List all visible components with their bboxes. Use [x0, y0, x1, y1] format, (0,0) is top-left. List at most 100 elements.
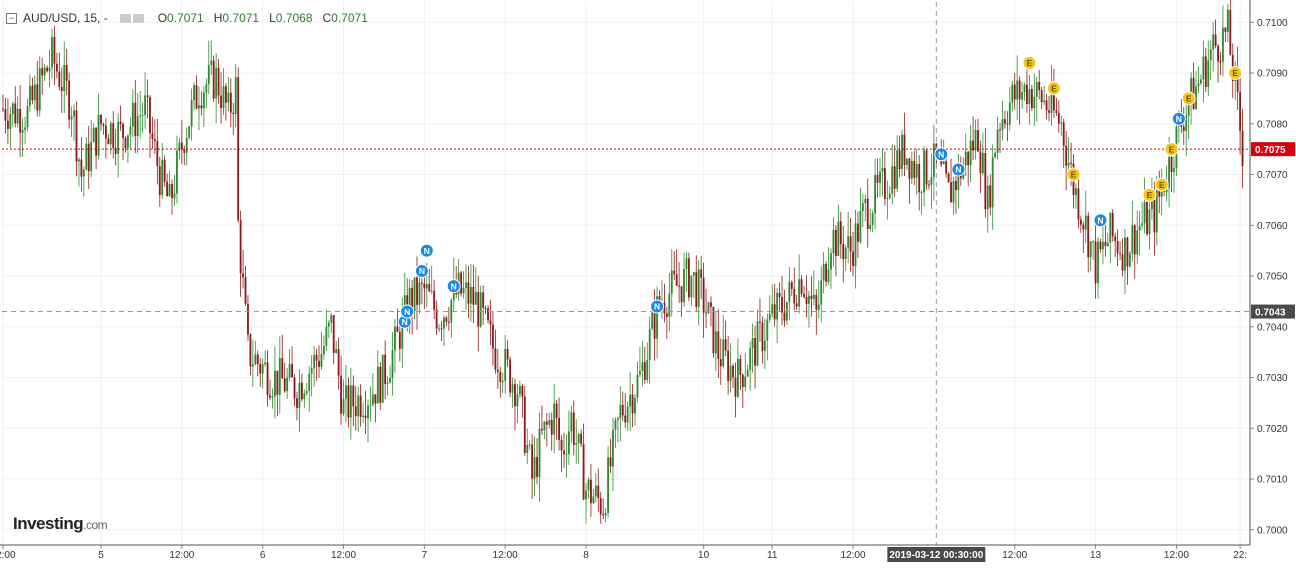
candle-body: [506, 349, 509, 360]
news-marker[interactable]: N: [934, 147, 949, 162]
candle-body: [1101, 241, 1104, 250]
earnings-marker[interactable]: E: [1228, 66, 1243, 81]
earnings-marker[interactable]: E: [1142, 187, 1157, 202]
candle-body: [78, 159, 80, 162]
current-price-box: [1251, 142, 1295, 157]
candle-body: [565, 454, 568, 456]
candle-body: [788, 282, 791, 303]
news-marker[interactable]: N: [1093, 213, 1108, 228]
settings-icon[interactable]: [132, 13, 144, 23]
candle-body: [861, 202, 864, 211]
news-marker-circle: [446, 279, 461, 294]
candle-body: [972, 140, 975, 151]
candle-body: [484, 307, 487, 309]
y-tick-label: 0.7000: [1257, 525, 1288, 536]
candle-body: [1011, 84, 1014, 103]
candle-body: [278, 357, 281, 395]
candle-body: [112, 123, 115, 148]
candle-body: [1008, 102, 1011, 125]
candle-body: [1040, 90, 1043, 103]
news-marker[interactable]: N: [650, 299, 665, 314]
candle-body: [783, 312, 786, 321]
news-marker[interactable]: N: [1171, 111, 1186, 126]
earnings-marker[interactable]: E: [1022, 55, 1037, 70]
candle-body: [315, 354, 318, 361]
candle-body: [1001, 119, 1004, 131]
candle-body: [46, 67, 49, 72]
candle-body: [687, 258, 690, 298]
candle-body: [842, 243, 845, 260]
candle-body: [646, 360, 649, 381]
candle-body: [156, 141, 159, 167]
candle-body: [65, 64, 68, 81]
candle-body: [371, 394, 374, 405]
symbol-label: AUD/USD, 15, -: [23, 11, 108, 25]
candle-body: [908, 158, 911, 179]
candle-body: [337, 348, 340, 376]
candle-body: [9, 114, 12, 129]
candle-body: [572, 412, 575, 445]
candle-body: [739, 358, 742, 375]
candle-body: [492, 324, 494, 349]
earnings-marker[interactable]: E: [1154, 177, 1169, 192]
candle-body: [413, 277, 416, 312]
news-marker[interactable]: N: [400, 304, 415, 319]
earnings-marker-circle: [1142, 187, 1157, 202]
candle-body: [11, 103, 14, 115]
candle-body: [1165, 187, 1168, 192]
candle-body: [134, 102, 137, 137]
candle-body: [521, 385, 524, 397]
news-marker[interactable]: N: [419, 243, 434, 258]
x-tick-label: 11: [767, 550, 778, 561]
candle-body: [1146, 202, 1148, 235]
candle-body: [805, 296, 808, 304]
candle-body: [580, 433, 583, 444]
candle-body: [957, 165, 960, 191]
candle-body: [626, 406, 629, 423]
news-marker[interactable]: N: [414, 263, 429, 278]
earnings-marker[interactable]: E: [1066, 167, 1081, 182]
candle-body: [1241, 130, 1244, 167]
news-marker[interactable]: N: [951, 162, 966, 177]
candle-body: [33, 84, 36, 101]
candle-body: [621, 404, 624, 416]
candle-body: [1160, 188, 1163, 197]
candle-body: [1030, 88, 1033, 109]
news-marker[interactable]: N: [446, 279, 461, 294]
x-tick-label: 12:00: [493, 550, 518, 561]
candle-body: [447, 321, 450, 323]
earnings-marker[interactable]: E: [1046, 81, 1061, 96]
candle-body: [149, 97, 151, 134]
news-marker-circle: [650, 299, 665, 314]
news-marker-circle: [1171, 111, 1186, 126]
candle-body: [1224, 27, 1227, 32]
candle-body: [658, 296, 661, 304]
candle-body: [536, 456, 538, 478]
candle-body: [656, 296, 658, 339]
candle-body: [131, 102, 134, 127]
candle-body: [903, 134, 906, 166]
candle-body: [102, 124, 105, 126]
candle-body: [202, 92, 205, 109]
candle-body: [1212, 34, 1215, 50]
candle-body: [335, 348, 338, 353]
candle-body: [1016, 80, 1019, 100]
earnings-marker[interactable]: E: [1164, 142, 1179, 157]
candle-body: [401, 312, 404, 349]
crosshair-time-text: 2019-03-12 00:30:00: [889, 550, 983, 561]
candle-body: [947, 173, 950, 183]
current-price-text: 0.7075: [1255, 145, 1286, 156]
candle-body: [58, 71, 61, 87]
candle-body: [320, 353, 323, 367]
candle-body: [808, 295, 810, 304]
candle-body: [663, 302, 666, 314]
candle-body: [462, 287, 465, 294]
collapse-legend-icon[interactable]: −: [6, 12, 17, 24]
eye-icon[interactable]: [119, 13, 131, 23]
candle-body: [509, 359, 512, 393]
candle-body: [597, 485, 600, 499]
candle-body: [298, 382, 301, 408]
earnings-marker[interactable]: E: [1181, 91, 1196, 106]
